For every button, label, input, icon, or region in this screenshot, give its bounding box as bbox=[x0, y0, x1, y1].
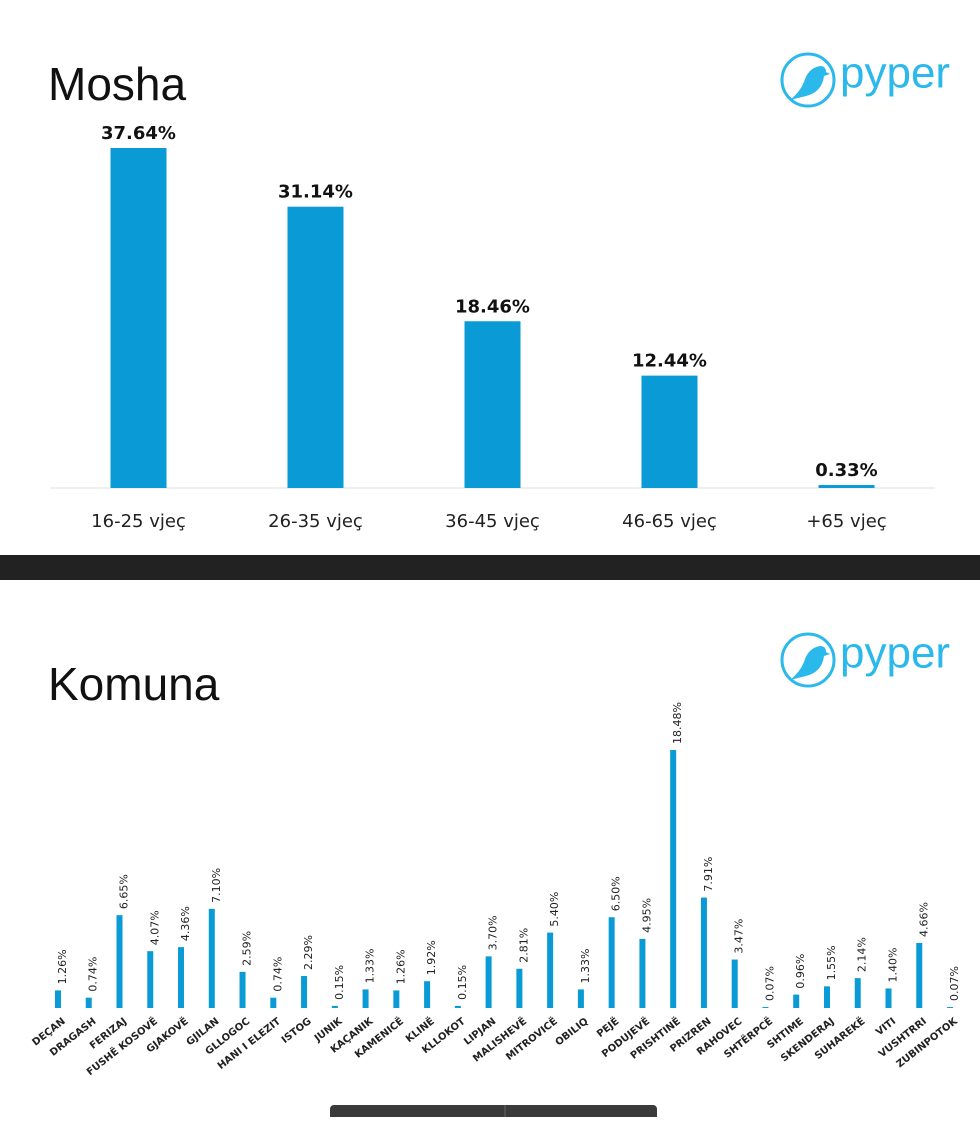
value-label: 2.14% bbox=[856, 937, 869, 972]
value-label: 0.15% bbox=[456, 965, 469, 1000]
x-tick-label: PEJË bbox=[593, 1014, 621, 1040]
value-label: 6.65% bbox=[118, 874, 131, 909]
bar bbox=[54, 990, 61, 1008]
value-label: 4.66% bbox=[917, 902, 930, 937]
logo: pyper bbox=[780, 629, 950, 688]
bar bbox=[516, 968, 523, 1008]
logo-text: pyper bbox=[840, 49, 950, 98]
value-label: 2.59% bbox=[241, 931, 254, 966]
value-label: 2.29% bbox=[302, 935, 315, 970]
x-tick-label: 16-25 vjeç bbox=[91, 511, 186, 532]
value-label: 18.48% bbox=[671, 702, 684, 744]
bar bbox=[670, 750, 677, 1008]
bar bbox=[147, 951, 154, 1008]
value-label: 37.64% bbox=[101, 123, 176, 144]
value-label: 4.95% bbox=[640, 898, 653, 933]
x-tick-label: 36-45 vjeç bbox=[445, 511, 540, 532]
x-tick-label: VITI bbox=[874, 1016, 898, 1038]
bar bbox=[208, 908, 215, 1008]
bar bbox=[110, 148, 167, 488]
value-label: 31.14% bbox=[278, 182, 353, 203]
chart-title: Mosha bbox=[48, 58, 186, 110]
bar bbox=[239, 971, 246, 1008]
bar bbox=[287, 206, 344, 489]
value-label: 0.96% bbox=[794, 954, 807, 989]
x-tick-label: ISTOG bbox=[280, 1016, 314, 1046]
x-tick-label: 46-65 vjeç bbox=[622, 511, 717, 532]
bar bbox=[331, 1005, 338, 1008]
value-label: 5.40% bbox=[548, 892, 561, 927]
bar bbox=[301, 976, 308, 1008]
value-label: 1.55% bbox=[825, 945, 838, 980]
value-label: 0.74% bbox=[271, 957, 284, 992]
bar bbox=[454, 1005, 461, 1008]
value-label: 4.36% bbox=[179, 906, 192, 941]
value-label: 0.07% bbox=[763, 966, 776, 1001]
value-label: 18.46% bbox=[455, 296, 530, 317]
bar bbox=[700, 897, 707, 1008]
bar bbox=[547, 932, 554, 1008]
x-tick-label: SKENDERAJ bbox=[779, 1016, 837, 1064]
value-label: 4.07% bbox=[148, 910, 161, 945]
chart-title: Komuna bbox=[48, 658, 220, 710]
bar bbox=[641, 375, 698, 488]
value-label: 1.26% bbox=[56, 949, 69, 984]
bar bbox=[639, 938, 646, 1008]
logo-text: pyper bbox=[840, 629, 950, 678]
value-label: 1.33% bbox=[579, 948, 592, 983]
bar bbox=[916, 942, 923, 1008]
value-label: 7.10% bbox=[210, 868, 223, 903]
x-tick-label: OBILIQ bbox=[554, 1016, 591, 1048]
bar bbox=[577, 989, 584, 1008]
bar bbox=[608, 917, 615, 1008]
x-tick-label: +65 vjeç bbox=[806, 511, 886, 532]
value-label: 3.47% bbox=[733, 919, 746, 954]
bar bbox=[854, 978, 861, 1008]
value-label: 2.81% bbox=[517, 928, 530, 963]
logo: pyper bbox=[780, 49, 950, 108]
value-label: 0.15% bbox=[333, 965, 346, 1000]
value-label: 0.74% bbox=[87, 957, 100, 992]
value-label: 0.07% bbox=[948, 966, 961, 1001]
value-label: 7.91% bbox=[702, 857, 715, 892]
bar bbox=[424, 981, 431, 1008]
bar bbox=[731, 959, 738, 1008]
x-tick-label: KAMENICË bbox=[351, 1014, 406, 1061]
value-label: 1.40% bbox=[887, 948, 900, 983]
bar bbox=[116, 915, 123, 1008]
bar bbox=[178, 947, 185, 1008]
bar bbox=[823, 986, 830, 1008]
value-label: 1.92% bbox=[425, 940, 438, 975]
bar bbox=[362, 989, 369, 1008]
x-tick-label: SHTËRPCË bbox=[720, 1014, 775, 1061]
value-label: 12.44% bbox=[632, 351, 707, 372]
value-label: 1.26% bbox=[394, 949, 407, 984]
toolbar bbox=[330, 1105, 657, 1121]
bar bbox=[270, 997, 277, 1008]
divider bbox=[0, 555, 980, 580]
value-label: 0.33% bbox=[815, 460, 877, 481]
bar bbox=[464, 321, 521, 488]
bar bbox=[485, 956, 492, 1008]
bar bbox=[762, 1007, 769, 1008]
bar bbox=[818, 485, 875, 488]
bar bbox=[947, 1007, 954, 1008]
bar bbox=[793, 994, 800, 1008]
value-label: 3.70% bbox=[487, 915, 500, 950]
bar bbox=[85, 997, 92, 1008]
value-label: 1.33% bbox=[364, 948, 377, 983]
value-label: 6.50% bbox=[610, 876, 623, 911]
bar bbox=[885, 988, 892, 1008]
x-tick-label: 26-35 vjeç bbox=[268, 511, 363, 532]
bar bbox=[393, 990, 400, 1008]
